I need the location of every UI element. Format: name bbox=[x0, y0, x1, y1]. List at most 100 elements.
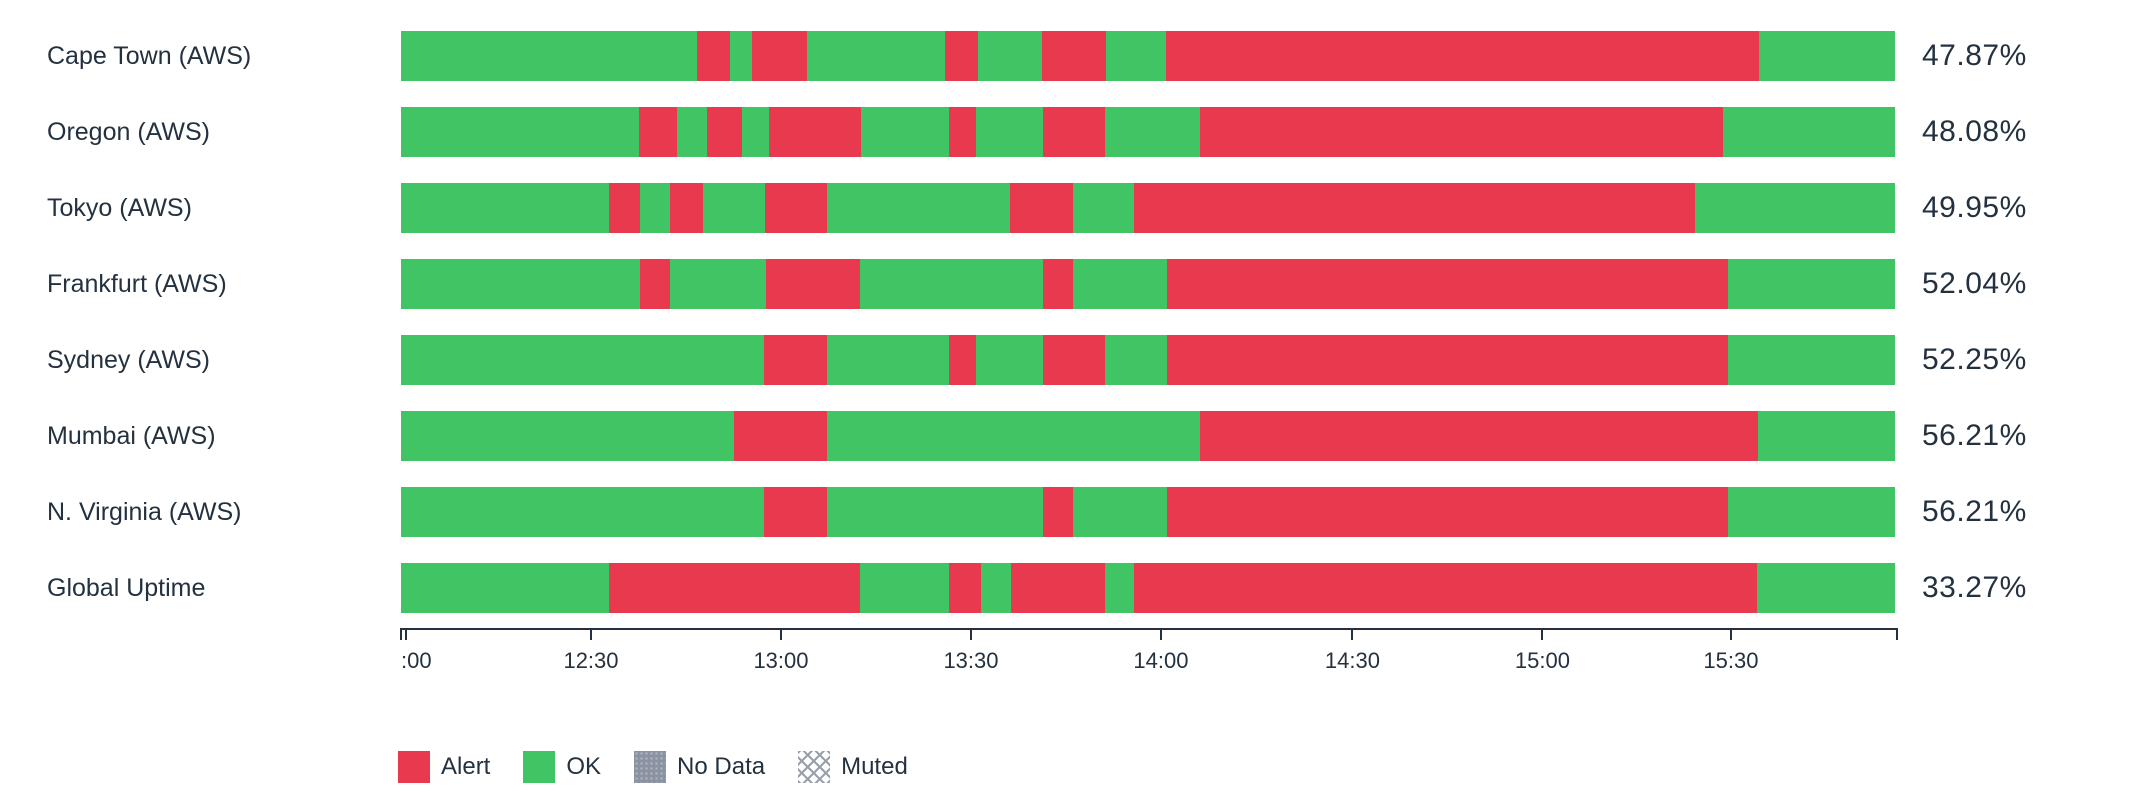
segment-alert[interactable] bbox=[768, 107, 862, 157]
segment-ok[interactable] bbox=[1073, 259, 1168, 309]
segment-alert[interactable] bbox=[1134, 183, 1695, 233]
legend-item-alert[interactable]: Alert bbox=[398, 751, 490, 783]
segment-ok[interactable] bbox=[1073, 183, 1135, 233]
segment-ok[interactable] bbox=[401, 31, 697, 81]
segment-alert[interactable] bbox=[949, 335, 977, 385]
segment-ok[interactable] bbox=[1106, 31, 1166, 81]
segment-alert[interactable] bbox=[707, 107, 742, 157]
segment-ok[interactable] bbox=[976, 335, 1044, 385]
segment-alert[interactable] bbox=[1167, 259, 1728, 309]
segment-alert[interactable] bbox=[764, 335, 827, 385]
segment-ok[interactable] bbox=[401, 259, 641, 309]
segment-ok[interactable] bbox=[702, 183, 766, 233]
axis-tick bbox=[405, 628, 408, 640]
segment-ok[interactable] bbox=[401, 107, 639, 157]
segment-ok[interactable] bbox=[826, 487, 1044, 537]
timeline-row: Frankfurt (AWS) 52.04% bbox=[0, 259, 2134, 309]
segment-ok[interactable] bbox=[401, 563, 609, 613]
segment-ok[interactable] bbox=[1757, 411, 1895, 461]
segment-alert[interactable] bbox=[1010, 563, 1105, 613]
segment-ok[interactable] bbox=[859, 259, 1044, 309]
legend-swatch-muted bbox=[798, 751, 831, 783]
legend-item-muted[interactable]: Muted bbox=[798, 751, 908, 783]
status-timeline-bar bbox=[401, 183, 1895, 233]
segment-ok[interactable] bbox=[1757, 563, 1895, 613]
segment-ok[interactable] bbox=[741, 107, 769, 157]
uptime-percentage: 48.08% bbox=[1922, 115, 2027, 148]
time-axis-line bbox=[401, 628, 1897, 630]
segment-alert[interactable] bbox=[1200, 107, 1724, 157]
segment-alert[interactable] bbox=[1167, 487, 1728, 537]
segment-alert[interactable] bbox=[752, 31, 808, 81]
status-timeline-bar bbox=[401, 563, 1895, 613]
legend-label: No Data bbox=[677, 753, 766, 780]
status-timeline-bar bbox=[401, 335, 1895, 385]
segment-ok[interactable] bbox=[401, 335, 765, 385]
segment-ok[interactable] bbox=[1073, 487, 1168, 537]
segment-alert[interactable] bbox=[669, 183, 703, 233]
segment-ok[interactable] bbox=[1104, 335, 1168, 385]
segment-alert[interactable] bbox=[949, 563, 981, 613]
segment-ok[interactable] bbox=[976, 107, 1044, 157]
segment-ok[interactable] bbox=[861, 107, 950, 157]
segment-ok[interactable] bbox=[1694, 183, 1895, 233]
segment-ok[interactable] bbox=[729, 31, 753, 81]
uptime-percentage: 52.25% bbox=[1922, 343, 2027, 376]
segment-alert[interactable] bbox=[1041, 31, 1107, 81]
segment-ok[interactable] bbox=[980, 563, 1011, 613]
segment-alert[interactable] bbox=[765, 259, 860, 309]
segment-ok[interactable] bbox=[977, 31, 1042, 81]
uptime-percentage: 56.21% bbox=[1922, 419, 2027, 452]
segment-alert[interactable] bbox=[1167, 335, 1728, 385]
segment-alert[interactable] bbox=[1043, 487, 1074, 537]
segment-ok[interactable] bbox=[826, 411, 1201, 461]
legend-item-ok[interactable]: OK bbox=[523, 751, 601, 783]
row-label: Mumbai (AWS) bbox=[47, 422, 216, 450]
axis-tick bbox=[1729, 628, 1732, 640]
segment-ok[interactable] bbox=[640, 183, 670, 233]
segment-ok[interactable] bbox=[1727, 335, 1895, 385]
segment-alert[interactable] bbox=[696, 31, 730, 81]
segment-alert[interactable] bbox=[1200, 411, 1758, 461]
segment-ok[interactable] bbox=[1727, 259, 1895, 309]
segment-alert[interactable] bbox=[734, 411, 827, 461]
axis-tick bbox=[400, 628, 402, 640]
segment-ok[interactable] bbox=[807, 31, 945, 81]
status-timeline-bar bbox=[401, 487, 1895, 537]
segment-alert[interactable] bbox=[1134, 563, 1758, 613]
axis-tick bbox=[589, 628, 592, 640]
segment-ok[interactable] bbox=[669, 259, 766, 309]
segment-alert[interactable] bbox=[1165, 31, 1759, 81]
segment-alert[interactable] bbox=[1043, 335, 1105, 385]
legend-swatch-alert bbox=[398, 751, 430, 783]
segment-ok[interactable] bbox=[1104, 563, 1135, 613]
segment-alert[interactable] bbox=[608, 563, 860, 613]
axis-tick-label: 14:30 bbox=[1324, 648, 1380, 673]
axis-tick bbox=[1896, 628, 1898, 640]
segment-ok[interactable] bbox=[401, 411, 735, 461]
segment-alert[interactable] bbox=[1043, 107, 1105, 157]
segment-ok[interactable] bbox=[859, 563, 950, 613]
segment-alert[interactable] bbox=[944, 31, 978, 81]
segment-ok[interactable] bbox=[677, 107, 708, 157]
segment-ok[interactable] bbox=[826, 335, 950, 385]
segment-ok[interactable] bbox=[1758, 31, 1895, 81]
segment-ok[interactable] bbox=[1727, 487, 1895, 537]
axis-tick bbox=[969, 628, 972, 640]
segment-ok[interactable] bbox=[826, 183, 1011, 233]
axis-tick bbox=[779, 628, 782, 640]
segment-ok[interactable] bbox=[401, 487, 765, 537]
segment-alert[interactable] bbox=[1010, 183, 1074, 233]
uptime-percentage: 47.87% bbox=[1922, 39, 2027, 72]
segment-alert[interactable] bbox=[608, 183, 641, 233]
segment-alert[interactable] bbox=[638, 107, 678, 157]
segment-ok[interactable] bbox=[401, 183, 609, 233]
segment-alert[interactable] bbox=[1043, 259, 1074, 309]
segment-alert[interactable] bbox=[949, 107, 977, 157]
segment-alert[interactable] bbox=[640, 259, 670, 309]
segment-alert[interactable] bbox=[764, 487, 827, 537]
segment-ok[interactable] bbox=[1104, 107, 1201, 157]
segment-ok[interactable] bbox=[1723, 107, 1895, 157]
legend-item-nodata[interactable]: No Data bbox=[634, 751, 765, 783]
segment-alert[interactable] bbox=[765, 183, 827, 233]
